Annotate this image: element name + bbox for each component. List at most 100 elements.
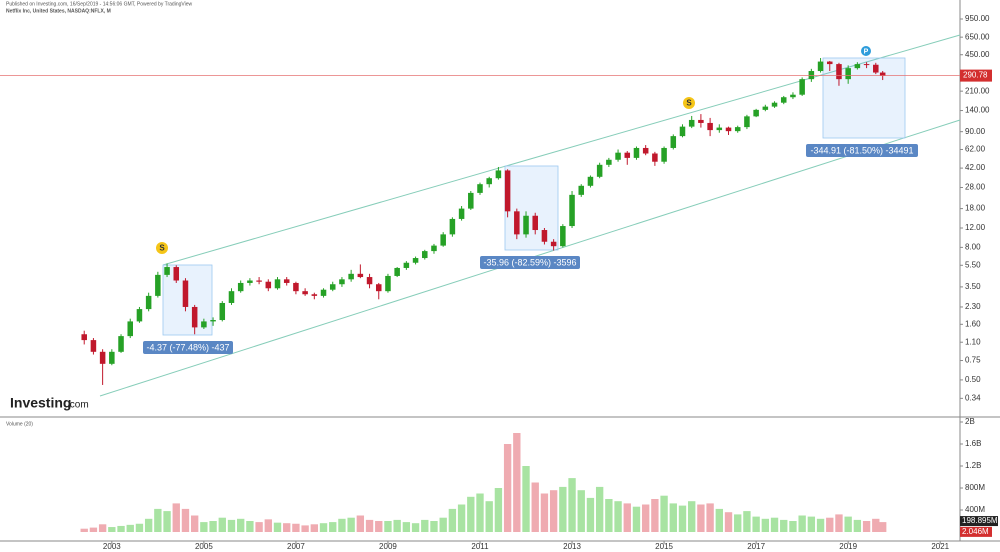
candle-body	[661, 147, 667, 162]
volume-bar	[494, 488, 503, 532]
annotation-box	[480, 256, 580, 269]
candle-body	[606, 159, 612, 165]
volume-last-tag	[960, 526, 992, 537]
candle-body	[826, 61, 833, 65]
candle-body	[210, 320, 216, 322]
candle-body	[320, 289, 327, 296]
candle-body	[118, 336, 124, 352]
annotation-box	[143, 341, 233, 354]
marker-label: S	[686, 99, 692, 108]
volume-bar	[135, 523, 144, 532]
candle-body	[283, 279, 290, 283]
volume-tick-label: 1.2B	[965, 461, 981, 470]
volume-bar	[632, 506, 641, 532]
volume-bar	[273, 522, 282, 532]
candle-body	[854, 64, 861, 69]
candle-body	[698, 119, 704, 123]
candle-body	[560, 226, 566, 247]
volume-bar	[872, 518, 880, 532]
candle-body	[477, 184, 483, 193]
volume-bar	[402, 522, 411, 532]
marker-icon	[683, 97, 695, 109]
volume-bar	[246, 521, 254, 532]
y-tick-label: 42.00	[965, 163, 986, 172]
volume-bar	[688, 501, 696, 532]
x-tick-label: 2019	[839, 542, 857, 551]
volume-bar	[761, 518, 770, 532]
volume-bar	[365, 519, 374, 532]
volume-tick-label: 2B	[965, 417, 975, 426]
x-tick-label: 2005	[195, 542, 213, 551]
volume-bar	[467, 496, 475, 532]
candle-body	[486, 178, 492, 185]
candle-body	[725, 127, 732, 132]
volume-bar	[384, 521, 392, 532]
candle-body	[504, 170, 511, 212]
candle-body	[431, 245, 437, 252]
annotation: -4.37 (-77.48%) -437	[146, 342, 229, 352]
volume-bar	[411, 523, 420, 532]
volume-tick-label: 400M	[965, 505, 985, 514]
volume-bar	[375, 521, 383, 532]
marker-icon	[156, 242, 168, 254]
volume-bar	[144, 518, 153, 532]
volume-bar	[816, 518, 825, 532]
y-tick-label: 5.50	[965, 260, 981, 269]
candle-body	[293, 282, 299, 292]
volume-bar	[181, 508, 190, 532]
candle-body	[182, 280, 189, 307]
volume-bar	[844, 516, 852, 532]
volume-bar	[218, 517, 226, 532]
y-tick-label: 0.75	[965, 356, 981, 365]
candle-body	[762, 106, 769, 110]
annotation: -344.91 (-81.50%) -34491	[810, 145, 913, 155]
measure-box	[822, 57, 906, 139]
last-price-tag	[960, 69, 992, 82]
x-tick-label: 2009	[379, 542, 397, 551]
candle-body	[550, 241, 557, 247]
volume-bar	[798, 515, 806, 532]
y-tick-label: 2.30	[965, 302, 981, 311]
volume-bar	[227, 519, 236, 532]
x-tick-label: 2003	[103, 542, 121, 551]
y-tick-label: 28.00	[965, 183, 986, 192]
candle-body	[790, 94, 796, 98]
volume-bar	[568, 478, 576, 532]
volume-bar	[421, 519, 429, 532]
volume-bar	[513, 433, 521, 532]
last-price-label: 290.78	[963, 71, 988, 80]
volume-bar	[595, 486, 604, 532]
candle-body	[256, 280, 262, 282]
volume-bar	[826, 517, 834, 532]
volume-bar	[356, 515, 365, 532]
volume-tick-label: 1.6B	[965, 439, 981, 448]
volume-bar	[209, 521, 217, 532]
candle-body	[771, 102, 778, 107]
candle-body	[265, 281, 272, 289]
marker-label: S	[159, 244, 165, 253]
volume-bar	[522, 466, 530, 532]
x-tick-label: 2017	[747, 542, 765, 551]
volume-bar	[780, 519, 788, 532]
candle-body	[274, 279, 281, 289]
annotation-box	[806, 144, 918, 157]
candle-body	[642, 147, 649, 154]
candle-body	[716, 127, 723, 131]
logo-brand: Investing	[10, 395, 71, 411]
volume-bar	[439, 517, 447, 532]
volume-bar	[283, 523, 291, 532]
volume-bar	[752, 516, 760, 532]
header-instrument: Netflix Inc, United States, NASDAQ:NFLX,…	[6, 8, 111, 14]
volume-bar	[347, 517, 355, 532]
y-tick-label: 140.00	[965, 106, 990, 115]
candle-body	[780, 97, 787, 103]
y-tick-label: 62.00	[965, 145, 986, 154]
candle-body	[799, 79, 805, 95]
candle-body	[90, 340, 97, 352]
volume-bar	[448, 508, 457, 532]
y-tick-label: 12.00	[965, 223, 986, 232]
volume-bar	[879, 522, 887, 532]
volume-bar	[154, 508, 162, 532]
volume-tick-label: 800M	[965, 483, 985, 492]
